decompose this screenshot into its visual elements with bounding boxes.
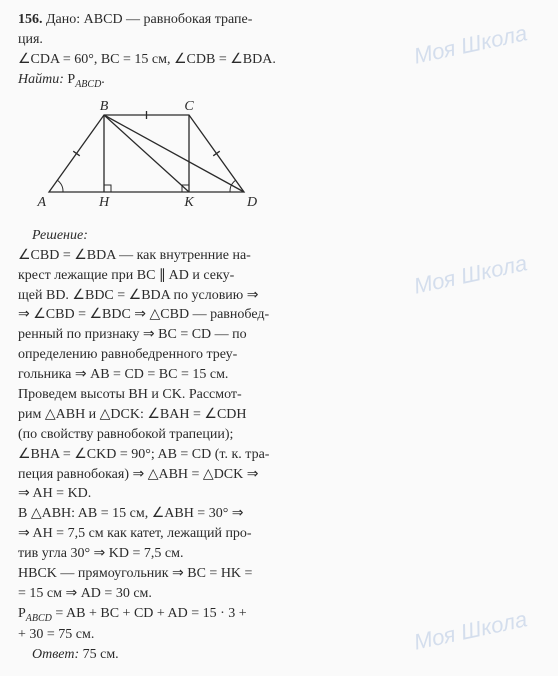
sol-line-17: HBCK — прямоугольник ⇒ BC = HK = [18,565,544,584]
sol-line-8: Проведем высоты BH и CK. Рассмот- [18,386,544,405]
find-subscript: ABCD [75,78,101,89]
sol-line-12: пеция равнобокая) ⇒ △ABH = △DCK ⇒ [18,466,544,485]
sol-line-3: щей BD. ∠BDC = ∠BDA по условию ⇒ [18,287,544,306]
tick-cd [213,151,220,156]
label-h: H [98,195,110,210]
perim-rest: = AB + BC + CD + AD = 15 · 3 + [52,606,247,621]
given-line-3: ∠CDA = 60°, BC = 15 см, ∠CDB = ∠BDA. [18,51,544,70]
answer-label: Ответ: [32,647,79,662]
label-c: C [184,99,194,114]
sol-line-15: ⇒ AH = 7,5 см как катет, лежащий про- [18,525,544,544]
sol-line-4: ⇒ ∠CBD = ∠BDC ⇒ △CBD — равнобед- [18,306,544,325]
sol-line-13: ⇒ AH = KD. [18,485,544,504]
sol-line-7: гольника ⇒ AB = CD = BC = 15 см. [18,366,544,385]
problem-number: 156. [18,12,43,27]
right-angle-h [104,185,111,192]
sol-line-18: = 15 см ⇒ AD = 30 см. [18,585,544,604]
page-container: Моя Школа Моя Школа Моя Школа 156. Дано:… [0,0,558,676]
answer-line: Ответ: 75 см. [18,646,544,665]
sol-line-1: ∠CBD = ∠BDA — как внутренние на- [18,247,544,266]
solution-label: Решение: [18,227,544,246]
find-dot: . [101,72,105,87]
find-line: Найти: PABCD. [18,71,544,91]
trapezoid-figure: A B C D H K [34,97,544,219]
find-label: Найти: [18,72,64,87]
sol-line-10: (по свойству равнобокой трапеции); [18,426,544,445]
given-line-2: ция. [18,31,544,50]
label-d: D [246,195,257,210]
angle-arc-a [57,180,63,192]
label-b: B [100,99,109,114]
trapezoid-svg: A B C D H K [34,97,264,212]
segment-bk [104,115,189,192]
tick-ab [73,151,80,156]
sol-line-11: ∠BHA = ∠CKD = 90°; AB = CD (т. к. тра- [18,446,544,465]
sol-line-2: крест лежащие при BC ∥ AD и секу- [18,267,544,286]
sol-line-9: рим △ABH и △DCK: ∠BAH = ∠CDH [18,406,544,425]
diagonal-bd [104,115,244,192]
given-line-1: 156. Дано: ABCD — равнобокая трапе- [18,11,544,30]
answer-text: 75 см. [79,647,119,662]
label-k: K [183,195,194,210]
sol-line-20: + 30 = 75 см. [18,626,544,645]
sol-line-14: В △ABH: AB = 15 см, ∠ABH = 30° ⇒ [18,505,544,524]
sol-line-16: тив угла 30° ⇒ KD = 7,5 см. [18,545,544,564]
label-a: A [36,195,46,210]
sol-line-5: ренный по признаку ⇒ BC = CD — по [18,326,544,345]
perim-var: P [18,606,26,621]
perim-sub: ABCD [26,613,52,624]
sol-line-19: PABCD = AB + BC + CD + AD = 15 · 3 + [18,605,544,625]
sol-line-6: определению равнобедренного треу- [18,346,544,365]
given-text-1: ABCD — равнобокая трапе- [84,12,253,27]
given-label: Дано: [46,12,80,27]
